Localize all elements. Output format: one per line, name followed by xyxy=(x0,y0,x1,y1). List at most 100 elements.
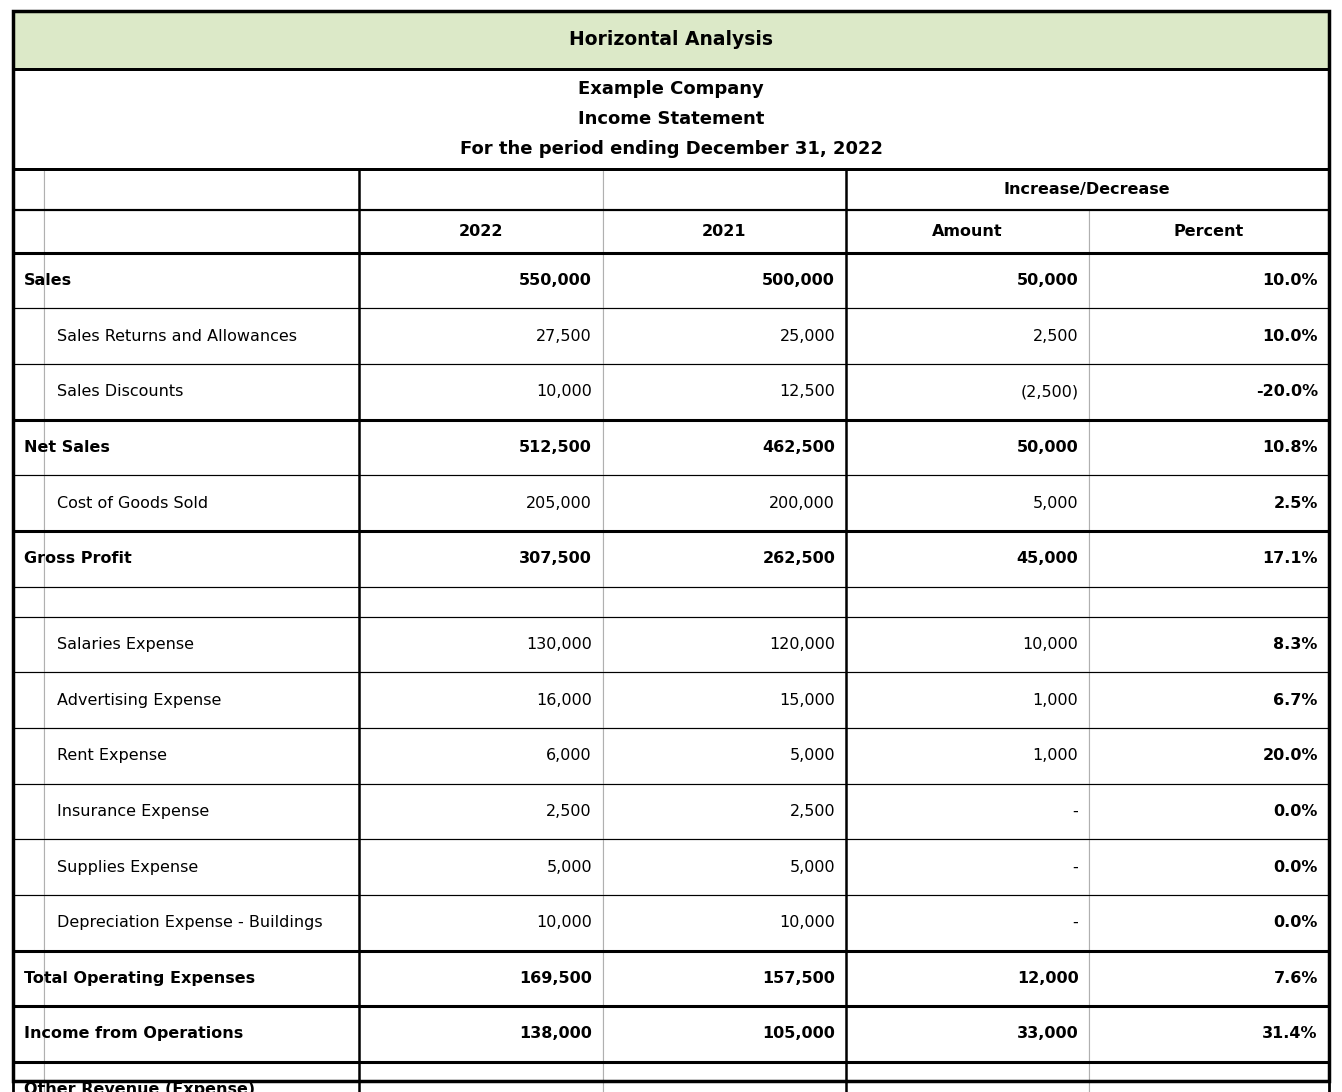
Text: 500,000: 500,000 xyxy=(762,273,835,288)
Bar xyxy=(1090,784,1329,840)
Bar xyxy=(845,950,1090,1006)
Text: Sales Returns and Allowances: Sales Returns and Allowances xyxy=(58,329,297,344)
Bar xyxy=(44,1061,360,1092)
Bar xyxy=(603,950,845,1006)
Bar xyxy=(603,531,845,586)
Text: Net Sales: Net Sales xyxy=(24,440,110,455)
Text: 6,000: 6,000 xyxy=(546,748,592,763)
Text: 138,000: 138,000 xyxy=(519,1026,592,1042)
Bar xyxy=(360,894,603,950)
Text: 2,500: 2,500 xyxy=(1033,329,1079,344)
Bar xyxy=(1090,617,1329,673)
Bar xyxy=(360,169,603,210)
Bar xyxy=(845,728,1090,784)
Bar xyxy=(13,210,1329,252)
Bar xyxy=(44,1006,360,1061)
Bar xyxy=(603,252,845,308)
Text: Percent: Percent xyxy=(1174,224,1244,239)
Text: 462,500: 462,500 xyxy=(762,440,835,455)
Text: 105,000: 105,000 xyxy=(762,1026,835,1042)
Text: 6.7%: 6.7% xyxy=(1274,692,1318,708)
Bar xyxy=(44,419,360,475)
Bar xyxy=(13,950,44,1006)
Bar xyxy=(44,364,360,419)
Bar xyxy=(44,169,360,210)
Text: Horizontal Analysis: Horizontal Analysis xyxy=(569,31,773,49)
Bar xyxy=(845,475,1090,531)
Bar xyxy=(44,531,360,586)
Text: 2,500: 2,500 xyxy=(546,804,592,819)
Text: 2021: 2021 xyxy=(702,224,746,239)
Text: 10,000: 10,000 xyxy=(535,915,592,930)
Text: 15,000: 15,000 xyxy=(780,692,835,708)
Text: 10.0%: 10.0% xyxy=(1263,329,1318,344)
Bar xyxy=(13,252,44,308)
Bar xyxy=(44,673,360,728)
Text: 5,000: 5,000 xyxy=(546,859,592,875)
Text: 1,000: 1,000 xyxy=(1033,692,1079,708)
Text: 262,500: 262,500 xyxy=(762,551,835,567)
Bar xyxy=(845,617,1090,673)
Bar xyxy=(44,475,360,531)
Text: 20.0%: 20.0% xyxy=(1263,748,1318,763)
Text: -20.0%: -20.0% xyxy=(1256,384,1318,400)
Bar xyxy=(44,252,360,308)
Text: 205,000: 205,000 xyxy=(526,496,592,511)
Text: 5,000: 5,000 xyxy=(789,859,835,875)
Bar xyxy=(1090,364,1329,419)
Text: Other Revenue (Expense): Other Revenue (Expense) xyxy=(24,1082,255,1092)
Bar xyxy=(13,1061,44,1092)
Bar xyxy=(13,784,44,840)
Bar xyxy=(603,419,845,475)
Bar xyxy=(360,617,603,673)
Bar xyxy=(1090,728,1329,784)
Text: 10,000: 10,000 xyxy=(535,384,592,400)
Bar xyxy=(44,586,360,617)
Text: 512,500: 512,500 xyxy=(519,440,592,455)
Text: 7.6%: 7.6% xyxy=(1274,971,1318,986)
Bar xyxy=(44,308,360,364)
Bar xyxy=(603,617,845,673)
Bar xyxy=(845,673,1090,728)
Bar xyxy=(13,11,1329,69)
Text: 0.0%: 0.0% xyxy=(1274,915,1318,930)
Bar xyxy=(845,210,1090,252)
Bar xyxy=(845,894,1090,950)
Bar xyxy=(603,475,845,531)
Bar xyxy=(1090,308,1329,364)
Bar xyxy=(603,308,845,364)
Text: 33,000: 33,000 xyxy=(1017,1026,1079,1042)
Text: 10,000: 10,000 xyxy=(1023,637,1079,652)
Text: Gross Profit: Gross Profit xyxy=(24,551,132,567)
Bar xyxy=(845,252,1090,308)
Bar xyxy=(360,586,603,617)
Bar xyxy=(13,673,44,728)
Bar xyxy=(13,617,44,673)
Text: Amount: Amount xyxy=(933,224,1002,239)
Text: -: - xyxy=(1072,859,1079,875)
Bar xyxy=(1090,1061,1329,1092)
Bar xyxy=(360,840,603,894)
Bar xyxy=(13,419,44,475)
Text: Total Operating Expenses: Total Operating Expenses xyxy=(24,971,255,986)
Text: Depreciation Expense - Buildings: Depreciation Expense - Buildings xyxy=(58,915,322,930)
Bar xyxy=(603,210,845,252)
Text: Rent Expense: Rent Expense xyxy=(58,748,168,763)
Bar xyxy=(603,840,845,894)
Bar xyxy=(603,364,845,419)
Bar xyxy=(360,210,603,252)
Text: 10,000: 10,000 xyxy=(780,915,835,930)
Bar xyxy=(13,364,44,419)
Bar xyxy=(13,1006,44,1061)
Text: 10.8%: 10.8% xyxy=(1263,440,1318,455)
Bar xyxy=(13,69,1329,169)
Text: 157,500: 157,500 xyxy=(762,971,835,986)
Text: Supplies Expense: Supplies Expense xyxy=(58,859,199,875)
Text: -: - xyxy=(1072,804,1079,819)
Text: 25,000: 25,000 xyxy=(780,329,835,344)
Bar xyxy=(1090,210,1329,252)
Bar xyxy=(845,169,1329,210)
Bar xyxy=(845,586,1090,617)
Bar xyxy=(603,784,845,840)
Bar xyxy=(1090,894,1329,950)
